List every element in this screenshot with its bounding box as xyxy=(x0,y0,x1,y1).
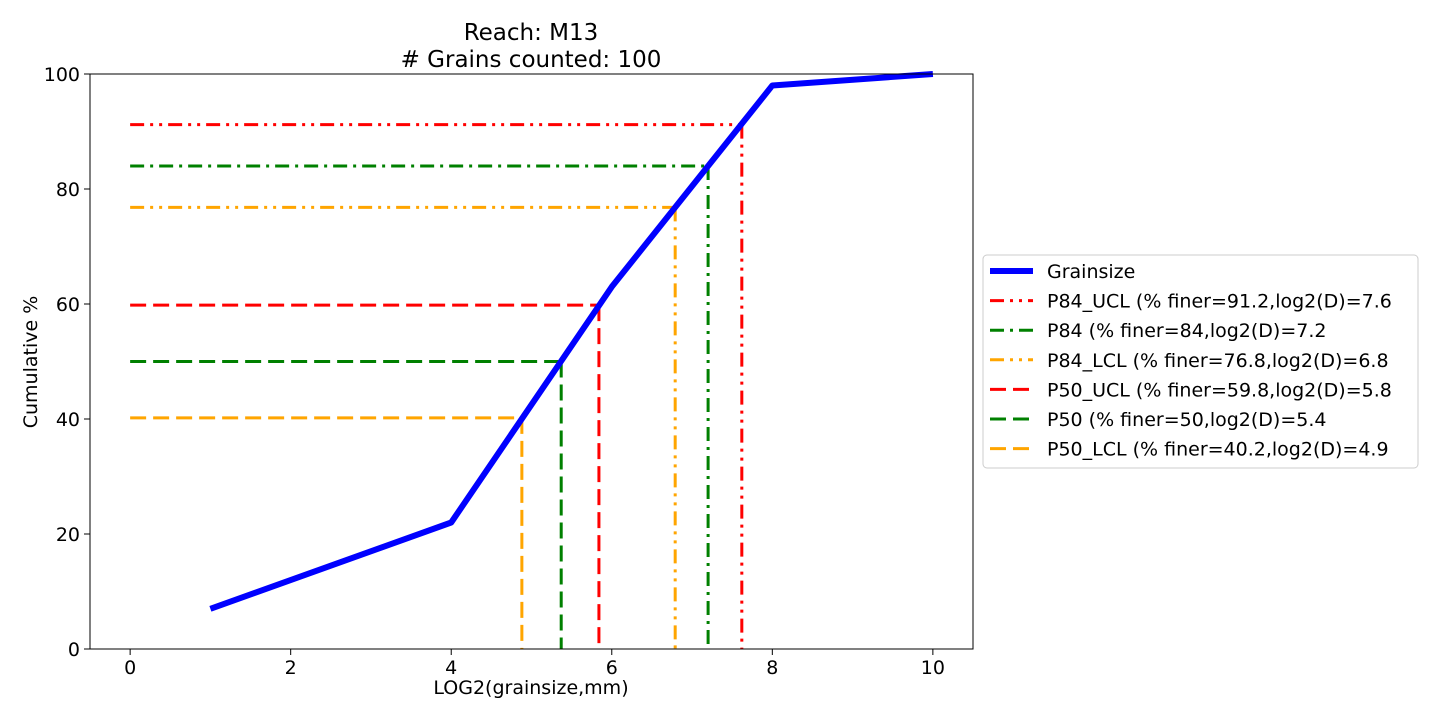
x-tick-label: 2 xyxy=(285,657,297,679)
data-series xyxy=(209,71,934,612)
legend-label-1: P84_UCL (% finer=91.2,log2(D)=7.6 xyxy=(1047,291,1392,313)
y-tick-label: 80 xyxy=(56,179,80,201)
x-tick-label: 4 xyxy=(445,657,457,679)
x-tick-label: 6 xyxy=(606,657,618,679)
y-axis-title: Cumulative % xyxy=(20,296,42,429)
y-tick-label: 40 xyxy=(56,409,80,431)
legend-label-5: P50 (% finer=50,log2(D)=5.4 xyxy=(1047,409,1326,431)
reference-lines xyxy=(130,123,744,649)
chart-subtitle: # Grains counted: 100 xyxy=(401,47,662,73)
x-tick-label: 0 xyxy=(124,657,136,679)
legend-label-4: P50_UCL (% finer=59.8,log2(D)=5.8 xyxy=(1047,379,1392,401)
legend-label-3: P84_LCL (% finer=76.8,log2(D)=6.8 xyxy=(1047,350,1389,372)
series-line-0 xyxy=(209,71,934,612)
legend-items: Grainsize P84_UCL (% finer=91.2,log2(D)=7… xyxy=(990,261,1392,461)
y-tick-label: 100 xyxy=(44,64,80,86)
legend-box xyxy=(982,254,1419,469)
legend-label-0: Grainsize xyxy=(1047,261,1135,283)
plot-frame xyxy=(89,73,974,650)
legend-label-2: P84 (% finer=84,log2(D)=7.2 xyxy=(1047,320,1326,342)
chart-title: Reach: M13 xyxy=(464,20,599,46)
x-tick-label: 8 xyxy=(766,657,778,679)
y-axis-ticks: 0 20 40 60 80 100 xyxy=(44,64,90,661)
x-axis-title: LOG2(grainsize,mm) xyxy=(433,677,628,699)
x-axis-ticks: 0 2 4 6 8 10 xyxy=(124,649,945,679)
legend: Grainsize P84_UCL (% finer=91.2,log2(D)=7… xyxy=(982,254,1419,469)
legend-label-6: P50_LCL (% finer=40.2,log2(D)=4.9 xyxy=(1047,439,1389,461)
y-tick-label: 0 xyxy=(68,639,80,661)
x-tick-label: 10 xyxy=(921,657,945,679)
y-tick-label: 20 xyxy=(56,524,80,546)
y-tick-label: 60 xyxy=(56,294,80,316)
